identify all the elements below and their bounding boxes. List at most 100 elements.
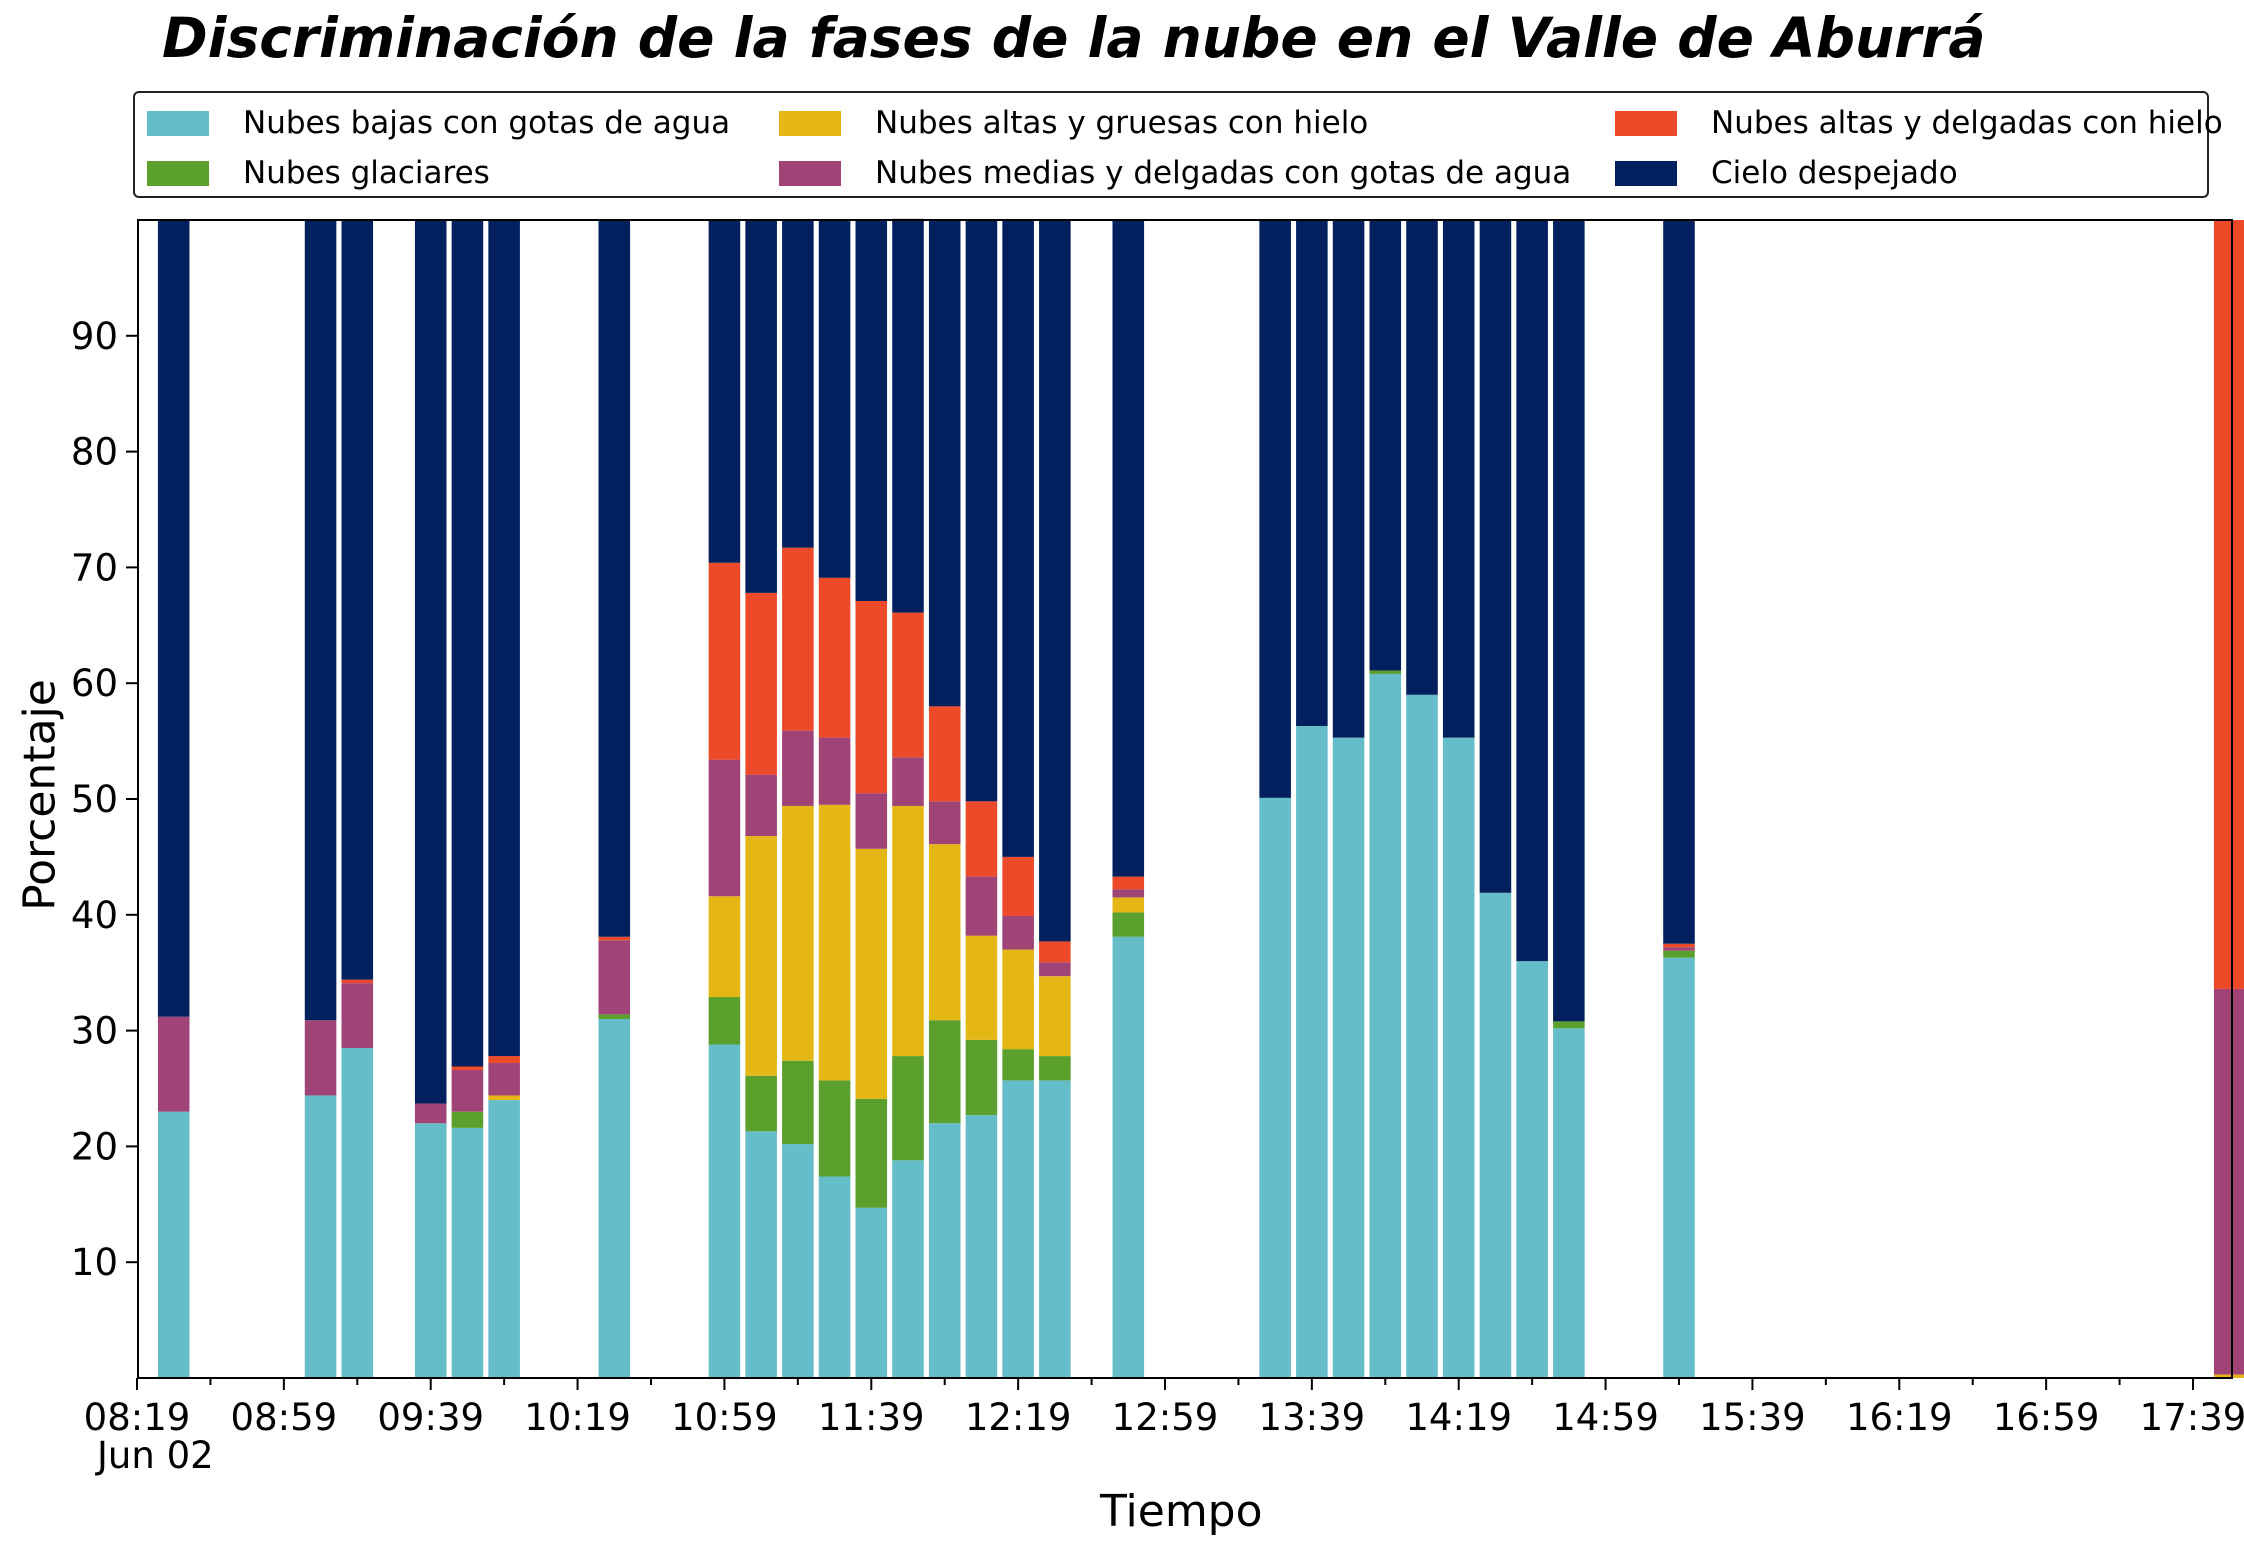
- bar-1329-series-5: [1259, 220, 1291, 798]
- legend-swatch: [1615, 160, 1677, 186]
- bar-1159-series-4: [928, 706, 961, 802]
- bar-0959-series-5: [488, 220, 520, 1057]
- bar-1209-series-0: [965, 1115, 998, 1378]
- bar-0919-series-0: [341, 1047, 374, 1378]
- bar-1119-series-2: [782, 805, 814, 1061]
- bar-0949-series-4: [451, 1066, 484, 1070]
- bar-1349-series-0: [1332, 737, 1365, 1378]
- x-axis-label: Tiempo: [1100, 1486, 1263, 1537]
- bar-1419-series-0: [1442, 737, 1475, 1378]
- bar-1149-series-0: [892, 1160, 924, 1378]
- bar-1229-series-4: [1039, 941, 1071, 963]
- bar-0909-series-3: [304, 1020, 337, 1096]
- bar-1249-series-0: [1112, 936, 1145, 1378]
- bar-1209-series-3: [965, 876, 998, 936]
- bar-1249-series-5: [1112, 220, 1145, 877]
- bar-1139-series-3: [855, 793, 888, 849]
- bar-1109-series-2: [745, 836, 777, 1076]
- bar-0939-series-0: [414, 1123, 447, 1378]
- bar-1149-series-2: [892, 805, 924, 1057]
- bar-1439-series-0: [1516, 961, 1548, 1378]
- bar-1409-series-5: [1406, 220, 1438, 695]
- bar-1209-series-5: [965, 220, 998, 802]
- legend-item: Nubes altas y delgadas con hielo: [1615, 101, 2223, 145]
- x-tick-label: 13:39: [1259, 1396, 1366, 1439]
- y-tick-label: 40: [71, 894, 118, 937]
- bar-1129-series-2: [818, 804, 851, 1081]
- bar-1139-series-5: [855, 220, 888, 601]
- bar-1129-series-5: [818, 220, 851, 578]
- y-tick-label: 60: [71, 662, 118, 705]
- bar-0939-series-5: [414, 220, 447, 1104]
- bar-1249-series-1: [1112, 912, 1145, 937]
- bar-1519-series-3: [1663, 947, 1695, 951]
- y-tick-label: 50: [71, 778, 118, 821]
- y-axis: 10 20 30 40 50 60 70 80 90: [71, 315, 138, 1284]
- legend-swatch: [147, 160, 209, 186]
- x-tick-label: 10:59: [671, 1396, 778, 1439]
- bar-1109-series-1: [745, 1075, 777, 1132]
- legend-swatch: [1615, 110, 1677, 136]
- bar-1119-series-3: [782, 730, 814, 806]
- x-axis-date-label: Jun 02: [97, 1434, 214, 1477]
- bar-1129-series-0: [818, 1176, 851, 1378]
- bar-1059-series-3: [708, 759, 741, 897]
- bar-1119-series-5: [782, 220, 814, 548]
- bar-1229-series-5: [1039, 220, 1071, 942]
- bar-1139-series-1: [855, 1098, 888, 1208]
- bar-1229-series-2: [1039, 976, 1071, 1057]
- bar-1219-series-5: [1002, 220, 1034, 857]
- bar-1519-series-1: [1663, 950, 1695, 958]
- bar-0909-series-5: [304, 220, 337, 1021]
- bar-0959-series-3: [488, 1063, 520, 1096]
- bar-0919-series-5: [341, 220, 374, 980]
- bar-1249-series-2: [1112, 897, 1145, 913]
- bar-1219-series-4: [1002, 856, 1034, 916]
- bar-1119-series-0: [782, 1144, 814, 1378]
- bar-0959-series-4: [488, 1056, 520, 1064]
- legend: Nubes bajas con gotas de agua Nubes glaci…: [133, 91, 2223, 198]
- bar-1429-series-0: [1479, 892, 1512, 1378]
- bar-1749-series-4: [2213, 220, 2244, 989]
- bar-1059-series-1: [708, 997, 741, 1045]
- bar-1519-series-4: [1663, 943, 1695, 948]
- bar-1129-series-4: [818, 577, 851, 738]
- bar-1339-series-0: [1296, 726, 1328, 1378]
- chart-title: Discriminación de la fases de la nube en…: [162, 6, 1986, 70]
- legend-swatch: [779, 160, 841, 186]
- bar-0909-series-0: [304, 1095, 337, 1378]
- bar-1129-series-1: [818, 1080, 851, 1177]
- legend-label: Nubes altas y delgadas con hielo: [1711, 105, 2223, 141]
- bar-1249-series-3: [1112, 889, 1145, 898]
- x-tick-label: 12:59: [1112, 1396, 1219, 1439]
- legend-item: Cielo despejado: [1615, 151, 1958, 195]
- y-tick-label: 70: [71, 546, 118, 589]
- bar-1109-series-0: [745, 1131, 777, 1378]
- bar-1159-series-3: [928, 801, 961, 845]
- legend-swatch: [147, 110, 209, 136]
- bar-0919-series-3: [341, 983, 374, 1048]
- bar-1209-series-4: [965, 801, 998, 877]
- bar-0829-series-3: [157, 1016, 190, 1112]
- bar-1429-series-5: [1479, 220, 1512, 893]
- bar-1149-series-4: [892, 612, 924, 758]
- bar-1249-series-4: [1112, 876, 1145, 890]
- bar-0959-series-0: [488, 1100, 520, 1378]
- bar-1159-series-2: [928, 844, 961, 1021]
- bar-1339-series-5: [1296, 220, 1328, 727]
- bar-1449-series-5: [1553, 220, 1585, 1022]
- legend-label: Nubes glaciares: [243, 155, 490, 191]
- bar-1109-series-5: [745, 220, 777, 593]
- bar-1159-series-1: [928, 1020, 961, 1124]
- legend-item: Nubes glaciares: [147, 151, 490, 195]
- bar-1219-series-0: [1002, 1080, 1034, 1378]
- bar-0829-series-5: [157, 220, 190, 1017]
- x-tick-label: 10:19: [524, 1396, 631, 1439]
- bar-1209-series-1: [965, 1039, 998, 1116]
- y-axis-label: Porcentaje: [14, 679, 66, 911]
- legend-label: Nubes bajas con gotas de agua: [243, 105, 731, 141]
- bar-1109-series-3: [745, 774, 777, 837]
- bar-1139-series-0: [855, 1207, 888, 1378]
- bar-1749-series-2: [2213, 1374, 2244, 1378]
- bar-1219-series-2: [1002, 949, 1034, 1050]
